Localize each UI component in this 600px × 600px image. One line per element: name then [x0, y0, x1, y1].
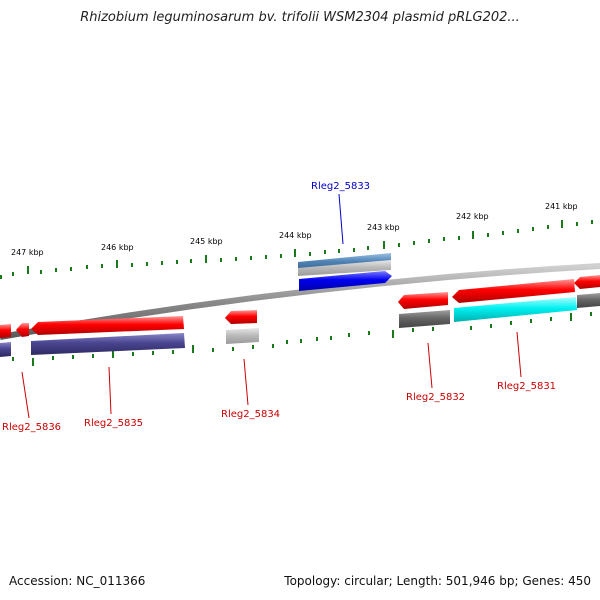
feature-purple: [0, 342, 11, 357]
cds-arrow: [225, 310, 257, 324]
gene-rleg2-5832[interactable]: [398, 292, 450, 328]
gene-label-rleg2-5836: Rleg2_5836: [2, 422, 61, 433]
gene-rleg2-5835[interactable]: [31, 316, 185, 355]
scale-label: 247 kbp: [11, 248, 44, 257]
cds-arrow: [398, 292, 448, 309]
scale-label: 241 kbp: [545, 202, 578, 211]
scale-labels: 247 kbp 246 kbp 245 kbp 244 kbp 243 kbp …: [11, 202, 578, 257]
outer-ruler: [0, 220, 593, 279]
cds-arrow: [0, 324, 11, 338]
gene-rleg2-5831[interactable]: [452, 275, 600, 322]
gene-label-rleg2-5833: Rleg2_5833: [311, 181, 370, 192]
scale-label: 245 kbp: [190, 237, 223, 246]
cds-arrow: [299, 271, 392, 291]
scale-label: 243 kbp: [367, 223, 400, 232]
cds-arrow: [574, 275, 600, 289]
gene-label-rleg2-5834: Rleg2_5834: [221, 409, 280, 420]
feature-lightgray: [226, 328, 259, 344]
scale-label: 242 kbp: [456, 212, 489, 221]
scale-label: 246 kbp: [101, 243, 134, 252]
feature-gray: [399, 310, 450, 328]
cds-arrow: [16, 323, 29, 337]
gene-labels: Rleg2_5833 Rleg2_5836 Rleg2_5835 Rleg2_5…: [2, 181, 556, 433]
scale-label: 244 kbp: [279, 231, 312, 240]
cds-arrow: [31, 316, 184, 335]
gene-rleg2-5834[interactable]: [225, 310, 259, 344]
feature-lightgray: [298, 260, 391, 276]
feature-gray: [577, 293, 600, 308]
inner-ruler: [12, 312, 592, 366]
map-title: Rhizobium leguminosarum bv. trifolii WSM…: [80, 10, 520, 25]
gene-label-rleg2-5832: Rleg2_5832: [406, 392, 465, 403]
feature-purple: [31, 333, 185, 355]
accession-label: Accession: NC_011366: [9, 574, 146, 588]
feature-cyan: [454, 297, 577, 322]
gene-label-rleg2-5831: Rleg2_5831: [497, 381, 556, 392]
gene-rleg2-5833[interactable]: [298, 253, 392, 291]
gene-label-rleg2-5835: Rleg2_5835: [84, 418, 143, 429]
topology-info: Topology: circular; Length: 501,946 bp; …: [284, 574, 591, 588]
cds-arrow: [452, 279, 575, 303]
gene-rleg2-5836[interactable]: [0, 323, 29, 357]
